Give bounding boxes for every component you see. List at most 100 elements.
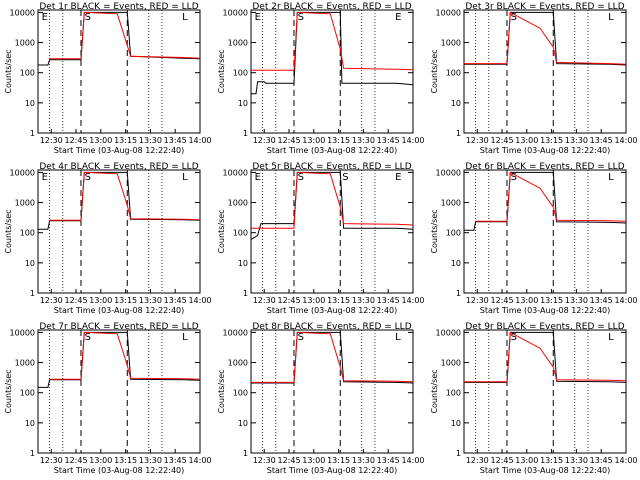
y-tick-label: 1000	[441, 359, 461, 368]
event-marker: S	[342, 172, 348, 183]
y-axis-title: Counts/sec	[217, 369, 226, 413]
x-tick-label: 13:15	[327, 136, 350, 145]
x-axis-title: Start Time (03-Aug-08 12:22:40)	[480, 146, 611, 155]
y-axis-title: Counts/sec	[4, 49, 13, 93]
event-marker: S	[511, 172, 517, 183]
series-lld	[475, 171, 626, 222]
y-axis-title: Counts/sec	[217, 209, 226, 253]
plot-frame	[250, 329, 414, 454]
event-marker: S	[85, 332, 91, 343]
y-tick-label: 1	[30, 449, 35, 458]
y-tick-label: 1000	[15, 359, 35, 368]
x-axis-title: Start Time (03-Aug-08 12:22:40)	[267, 466, 398, 475]
plot-frame	[37, 9, 201, 134]
y-tick-label: 1	[30, 289, 35, 298]
x-tick-label: 14:00	[188, 296, 211, 305]
y-tick-label: 100	[233, 229, 248, 238]
y-tick-label: 1	[243, 129, 248, 138]
x-tick-label: 12:30	[40, 296, 63, 305]
x-tick-label: 13:00	[302, 296, 325, 305]
x-tick-label: 13:45	[590, 456, 613, 465]
y-tick-label: 10000	[10, 168, 35, 177]
y-tick-label: 1	[456, 449, 461, 458]
panel-title: Det 5r BLACK = Events, RED = LLD	[252, 162, 411, 172]
y-tick-label: 1	[456, 289, 461, 298]
series-events	[464, 331, 626, 383]
x-tick-label: 12:45	[277, 136, 300, 145]
y-tick-label: 10	[451, 99, 461, 108]
y-tick-label: 100	[233, 389, 248, 398]
x-tick-label: 13:45	[164, 136, 187, 145]
x-tick-label: 13:15	[540, 456, 563, 465]
x-tick-label: 13:00	[302, 456, 325, 465]
y-axis-title: Counts/sec	[4, 369, 13, 413]
x-tick-label: 13:15	[327, 456, 350, 465]
event-marker: S	[511, 332, 517, 343]
x-tick-label: 14:00	[401, 456, 424, 465]
x-tick-label: 14:00	[614, 296, 637, 305]
x-tick-label: 12:30	[253, 456, 276, 465]
x-tick-label: 13:45	[377, 136, 400, 145]
series-events	[464, 11, 626, 66]
y-tick-label: 100	[233, 69, 248, 78]
x-tick-label: 13:15	[114, 296, 137, 305]
y-tick-label: 10	[25, 419, 35, 428]
x-tick-label: 13:00	[89, 296, 112, 305]
y-tick-label: 1	[243, 289, 248, 298]
x-tick-label: 12:30	[466, 456, 489, 465]
x-tick-label: 13:15	[114, 136, 137, 145]
x-tick-label: 14:00	[188, 456, 211, 465]
panel-title: Det 1r BLACK = Events, RED = LLD	[39, 2, 198, 12]
event-marker: L	[608, 172, 614, 183]
x-tick-label: 13:30	[565, 136, 588, 145]
x-axis-title: Start Time (03-Aug-08 12:22:40)	[267, 146, 398, 155]
y-tick-label: 1	[30, 129, 35, 138]
event-marker: L	[608, 332, 614, 343]
panel-title: Det 7r BLACK = Events, RED = LLD	[39, 322, 198, 332]
event-marker: E	[395, 12, 401, 23]
x-tick-label: 14:00	[614, 136, 637, 145]
y-tick-label: 100	[20, 69, 35, 78]
x-tick-label: 13:45	[590, 296, 613, 305]
y-tick-label: 10	[238, 419, 248, 428]
x-tick-label: 13:15	[327, 296, 350, 305]
event-marker: E	[42, 172, 48, 183]
panel-title: Det 3r BLACK = Events, RED = LLD	[465, 2, 624, 12]
x-tick-label: 12:45	[277, 456, 300, 465]
series-lld	[464, 331, 626, 383]
x-tick-label: 13:15	[540, 136, 563, 145]
panel-title: Det 4r BLACK = Events, RED = LLD	[39, 162, 198, 172]
x-tick-label: 12:30	[253, 136, 276, 145]
x-axis-title: Start Time (03-Aug-08 12:22:40)	[480, 306, 611, 315]
y-tick-label: 10000	[223, 328, 248, 337]
x-tick-label: 12:30	[466, 296, 489, 305]
event-marker: L	[395, 332, 401, 343]
y-tick-label: 10000	[223, 8, 248, 17]
y-tick-label: 10000	[223, 168, 248, 177]
y-tick-label: 1000	[15, 39, 35, 48]
y-tick-label: 10000	[436, 8, 461, 17]
x-tick-label: 14:00	[401, 136, 424, 145]
series-lld	[251, 11, 413, 71]
plot-frame	[250, 9, 414, 134]
x-tick-label: 13:00	[515, 136, 538, 145]
y-tick-label: 10000	[10, 328, 35, 337]
x-tick-label: 13:00	[89, 456, 112, 465]
plot-frame	[37, 169, 201, 294]
x-tick-label: 12:30	[40, 456, 63, 465]
event-marker: L	[182, 172, 188, 183]
x-tick-label: 13:45	[164, 296, 187, 305]
y-tick-label: 10000	[436, 328, 461, 337]
event-marker: E	[395, 172, 401, 183]
y-tick-label: 10	[25, 259, 35, 268]
y-tick-label: 100	[446, 229, 461, 238]
x-tick-label: 14:00	[401, 296, 424, 305]
x-axis-title: Start Time (03-Aug-08 12:22:40)	[267, 306, 398, 315]
